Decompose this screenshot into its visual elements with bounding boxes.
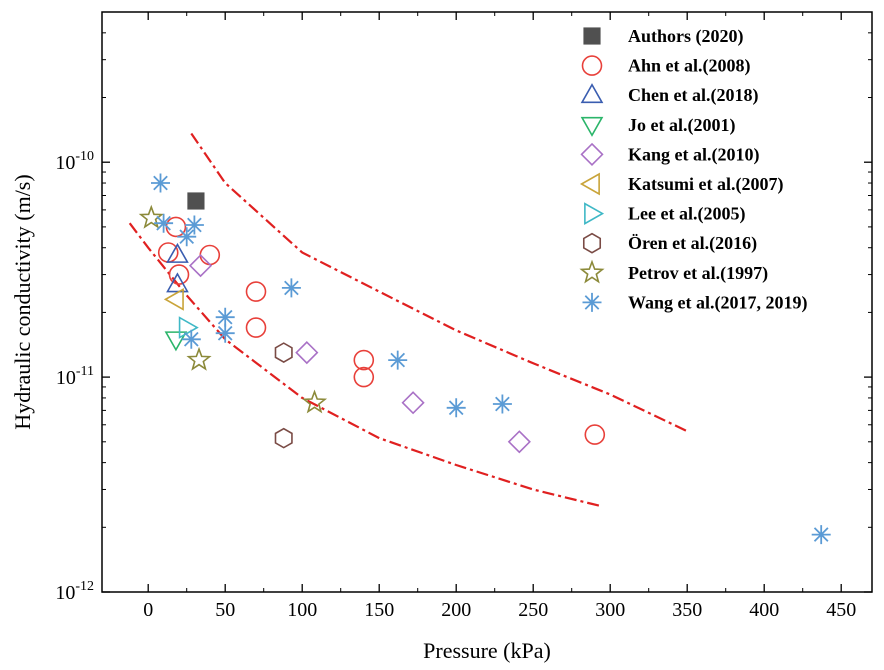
data-point — [166, 272, 189, 293]
data-point — [187, 192, 205, 210]
legend-marker — [583, 27, 601, 45]
legend-label: Chen et al.(2018) — [628, 85, 758, 106]
legend-marker — [580, 142, 604, 166]
data-point — [388, 350, 408, 370]
legend-marker — [579, 259, 605, 284]
data-point — [166, 242, 189, 263]
x-tick-label: 250 — [518, 599, 548, 621]
y-tick-label: 10-12 — [55, 579, 94, 604]
x-tick-label: 50 — [215, 599, 235, 621]
y-tick-label: 10-11 — [56, 364, 94, 389]
legend-marker — [582, 292, 602, 312]
bounds-layer — [128, 132, 688, 508]
data-point — [184, 215, 204, 235]
x-tick-label: 450 — [826, 599, 856, 621]
data-point — [164, 331, 188, 352]
data-point — [446, 398, 466, 418]
legend-marker — [579, 172, 600, 196]
legend-label: Lee et al.(2005) — [628, 204, 745, 225]
data-point — [215, 323, 235, 343]
data-point — [199, 244, 221, 266]
data-point — [281, 278, 301, 298]
bound-curve — [190, 132, 688, 433]
data-point — [163, 288, 184, 311]
data-point — [181, 329, 201, 349]
x-tick-label: 200 — [441, 599, 471, 621]
data-point — [274, 427, 293, 449]
y-tick-label: 10-10 — [55, 149, 94, 174]
data-point — [186, 346, 212, 371]
data-point — [138, 204, 164, 229]
data-point — [301, 389, 328, 414]
points-layer — [138, 173, 831, 545]
data-point — [274, 342, 293, 364]
data-point — [811, 525, 831, 545]
data-point — [188, 254, 213, 278]
legend-label: Petrov et al.(1997) — [628, 263, 768, 284]
legend-label: Jo et al.(2001) — [628, 115, 735, 136]
legend-label: Wang et al.(2017, 2019) — [628, 292, 808, 313]
x-tick-label: 400 — [749, 599, 779, 621]
ticks-layer: 0 50 100 150 200 250 300 350 400 450 10-12 10-11 10-… — [55, 11, 872, 621]
legend-label: Authors (2020) — [628, 26, 744, 47]
data-point — [245, 317, 267, 338]
data-point — [177, 227, 197, 247]
legend-marker — [580, 116, 604, 137]
bound-curve — [128, 222, 603, 508]
data-point — [154, 213, 174, 233]
x-tick-label: 300 — [595, 599, 625, 621]
data-point — [507, 430, 531, 454]
x-axis-label: Pressure (kPa) — [423, 638, 551, 663]
legend: Authors (2020) Ahn et al.(2008) Chen et al… — [579, 26, 808, 313]
legend-label: Katsumi et al.(2007) — [628, 174, 783, 195]
data-point — [353, 349, 375, 371]
x-tick-label: 150 — [364, 599, 394, 621]
data-point — [295, 341, 319, 365]
data-point — [168, 264, 190, 285]
data-point — [353, 366, 375, 388]
data-point — [245, 281, 267, 302]
legend-marker — [580, 83, 604, 104]
x-tick-label: 350 — [672, 599, 702, 621]
data-point — [215, 307, 235, 327]
legend-label: Ahn et al.(2008) — [628, 56, 751, 77]
legend-marker — [582, 232, 602, 254]
plot-frame — [101, 11, 873, 593]
data-point — [401, 391, 425, 415]
data-point — [584, 424, 606, 445]
data-point — [492, 394, 512, 414]
data-point — [178, 316, 199, 339]
x-tick-label: 100 — [287, 599, 317, 621]
legend-marker — [584, 202, 605, 225]
legend-label: Kang et al.(2010) — [628, 144, 759, 165]
y-axis-label: Hydraulic conductivity (m/s) — [10, 174, 35, 429]
data-point — [151, 173, 170, 193]
legend-marker — [581, 55, 603, 76]
data-point — [157, 242, 179, 263]
legend-label: Ören et al.(2016) — [628, 233, 757, 254]
x-tick-label: 0 — [143, 599, 153, 621]
